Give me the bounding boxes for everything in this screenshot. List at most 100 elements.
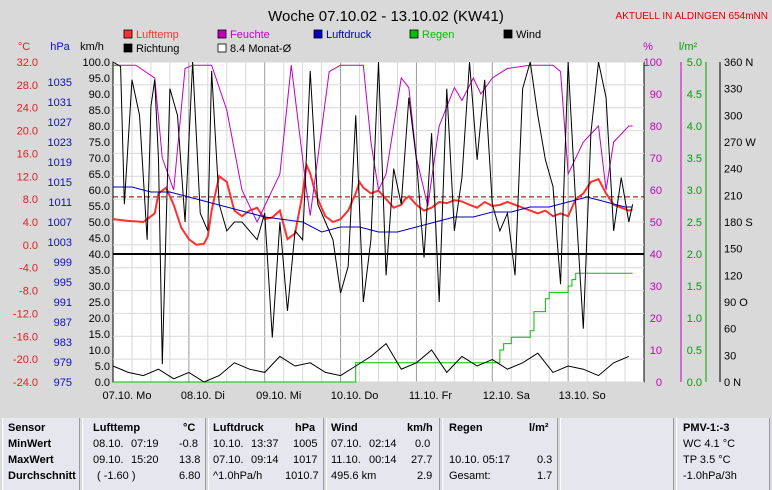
direction-axis-tick: 240 [724, 164, 742, 176]
temp-avg-value: 6.80 [179, 470, 201, 482]
pmv-windchill: WC 4.1 °C [683, 438, 736, 450]
wind-axis-tick: 0.0 [95, 377, 110, 389]
pressure-avg-value: 1010.7 [285, 470, 319, 482]
humidity-axis-tick: 0 [656, 377, 662, 389]
wind-header: Wind [331, 422, 358, 434]
direction-axis-tick: 30 [724, 350, 736, 362]
pressure-max-time: 09:14 [251, 454, 279, 466]
direction-axis-tick: 180 S [724, 217, 753, 229]
pressure-axis-tick: 1007 [48, 217, 72, 229]
axis-unit: km/h [80, 41, 104, 53]
direction-axis-tick: 90 O [724, 297, 748, 309]
wind-axis-tick: 70.0 [89, 153, 110, 165]
pmv-pressure-trend: -1.0hPa/3h [683, 470, 737, 482]
legend-swatch [123, 29, 133, 39]
pressure-min-date: 10.10. [213, 438, 244, 450]
temp-axis-tick: -12.0 [13, 308, 38, 320]
legend-label: Wind [516, 29, 541, 41]
wind-axis-tick: 35.0 [89, 265, 110, 277]
statistics-table: Sensor MinWert MaxWert Durchschnitt Luft… [0, 418, 772, 490]
legend-label: Lufttemp [136, 29, 179, 41]
wind-axis-tick: 85.0 [89, 105, 110, 117]
direction-axis-tick: 0 N [724, 377, 741, 389]
temp-axis-tick: 16.0 [17, 148, 38, 160]
pressure-axis-tick: 1015 [48, 177, 72, 189]
temp-axis-tick: -20.0 [13, 354, 38, 366]
wind-max-date: 11.10. [331, 454, 361, 466]
temp-max-value: 13.8 [179, 454, 201, 466]
wind-axis-tick: 100.0 [82, 57, 110, 69]
wind-axis-tick: 90.0 [89, 89, 110, 101]
temp-header: Lufttemp [93, 422, 141, 434]
pmv-header: PMV-1:-3 [683, 422, 730, 434]
pressure-axis-tick: 999 [54, 257, 72, 269]
temp-axis-tick: 24.0 [17, 103, 38, 115]
temp-max-date: 09.10. [93, 454, 124, 466]
pressure-axis-tick: 995 [54, 277, 72, 289]
temp-min-date: 08.10. [93, 438, 124, 450]
wind-axis-tick: 45.0 [89, 233, 110, 245]
axis-unit: l/m² [679, 41, 698, 53]
station-label: AKTUELL IN ALDINGEN 654mNN [616, 11, 768, 22]
wind-max-time: 00:14 [369, 454, 397, 466]
temp-axis-tick: 4.0 [23, 217, 38, 229]
day-label: 11.10. Fr [409, 390, 453, 402]
pressure-column: Luftdruck hPa 10.10. 13:37 1005 07.10. 0… [208, 418, 324, 490]
row-label-min: MinWert [8, 438, 52, 450]
wind-min-date: 07.10. [331, 438, 362, 450]
wind-axis-tick: 75.0 [89, 137, 110, 149]
pressure-axis-tick: 1031 [48, 97, 72, 109]
wind-axis-tick: 20.0 [89, 313, 110, 325]
day-label: 09.10. Mi [256, 390, 301, 402]
direction-axis-tick: 210 [724, 190, 742, 202]
temp-axis-tick: -24.0 [13, 377, 38, 389]
rain-max-value: 0.3 [537, 454, 553, 466]
sensor-column: Sensor MinWert MaxWert Durchschnitt [2, 418, 80, 490]
legend-label: Richtung [136, 43, 179, 55]
rain-axis-tick: 0.5 [687, 345, 702, 357]
temp-avg-note: ( -1.60 ) [97, 470, 136, 482]
wind-axis-tick: 95.0 [89, 73, 110, 85]
humidity-axis-tick: 90 [650, 89, 662, 101]
row-label-avg: Durchschnitt [8, 470, 76, 482]
wind-axis-tick: 55.0 [89, 201, 110, 213]
day-label: 12.10. Sa [483, 390, 531, 402]
humidity-axis-tick: 70 [650, 153, 662, 165]
legend-swatch [123, 43, 133, 53]
humidity-axis-tick: 60 [650, 185, 662, 197]
rain-axis-tick: 5.0 [687, 57, 702, 69]
wind-axis-tick: 30.0 [89, 281, 110, 293]
temp-column: Lufttemp °C 08.10. 07:19 -0.8 09.10. 15:… [82, 418, 206, 490]
wind-max-value: 27.7 [411, 454, 433, 466]
direction-axis-tick: 360 N [724, 57, 753, 69]
temp-axis-tick: 8.0 [23, 194, 38, 206]
legend-label: Luftdruck [326, 29, 372, 41]
pressure-axis-tick: 1023 [48, 137, 72, 149]
legend-label: 8.4 Monat-Ø [230, 43, 292, 55]
humidity-axis-tick: 10 [650, 345, 662, 357]
series-line-richtung [112, 61, 634, 365]
rain-axis-tick: 1.5 [687, 281, 702, 293]
wind-unit: km/h [407, 422, 433, 434]
pressure-axis-tick: 975 [54, 377, 72, 389]
series-line-luftdruck [113, 186, 633, 233]
temp-axis-tick: -16.0 [13, 331, 38, 343]
direction-axis-tick: 120 [724, 270, 742, 282]
pressure-axis-tick: 983 [54, 337, 72, 349]
wind-avg-value: 2.9 [417, 470, 433, 482]
humidity-axis-tick: 50 [650, 217, 662, 229]
wind-axis-tick: 10.0 [89, 345, 110, 357]
wind-axis-tick: 65.0 [89, 169, 110, 181]
wind-column: Wind km/h 07.10. 02:14 0.0 11.10. 00:14 … [326, 418, 440, 490]
legend-label: Regen [422, 29, 454, 41]
wind-axis-tick: 25.0 [89, 297, 110, 309]
wind-min-time: 02:14 [369, 438, 397, 450]
pressure-min-time: 13:37 [251, 438, 279, 450]
direction-axis-tick: 60 [724, 324, 736, 336]
pressure-min-value: 1005 [293, 438, 318, 450]
temp-axis-tick: -8.0 [19, 286, 38, 298]
temp-axis-tick: 12.0 [17, 171, 38, 183]
legend-swatch [217, 43, 227, 53]
pressure-axis-tick: 1003 [48, 237, 72, 249]
wind-axis-tick: 5.0 [95, 361, 110, 373]
